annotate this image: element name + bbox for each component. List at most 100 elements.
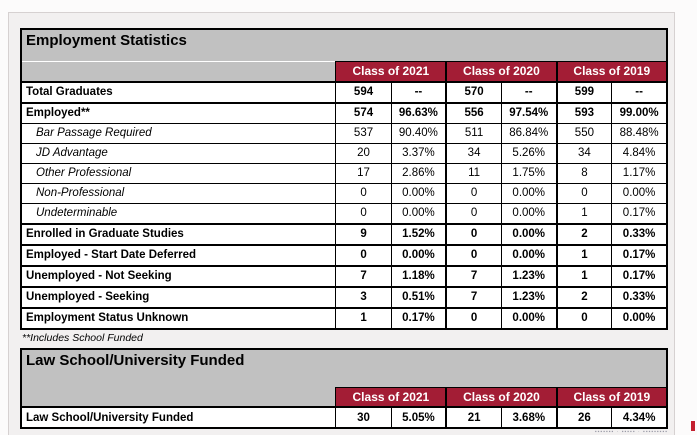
cell-count: 570 <box>445 80 502 103</box>
cell-percent: 5.05% <box>390 406 447 429</box>
cell-count: 17 <box>335 162 392 184</box>
row-label: Employment Status Unknown <box>20 306 337 329</box>
section-title-band: Law School/University Funded <box>20 348 668 387</box>
cell-percent: 0.33% <box>611 285 668 308</box>
document-panel: Employment Statistics Class of 2021 Clas… <box>8 12 675 435</box>
cell-percent: 0.00% <box>500 306 558 329</box>
cell-percent: 0.33% <box>611 222 668 245</box>
cell-count: 2 <box>555 285 613 308</box>
row-label: Other Professional <box>20 162 337 184</box>
cell-count: 3 <box>335 285 392 308</box>
cell-percent: 0.00% <box>500 202 558 224</box>
table-row-undeterminable: Undeterminable 0 0.00% 0 0.00% 1 0.17% <box>20 202 668 224</box>
table-row-employed: Employed** 574 96.63% 556 97.54% 593 99.… <box>20 101 668 124</box>
cell-percent: 86.84% <box>500 122 558 144</box>
cell-count: 1 <box>555 264 613 287</box>
cell-percent: 1.23% <box>500 285 558 308</box>
header-spacer-cell <box>20 61 337 83</box>
cell-count: 593 <box>555 101 613 124</box>
cell-percent: 0.51% <box>390 285 447 308</box>
col-header-class-of-2021: Class of 2021 <box>335 61 447 83</box>
cell-percent: 1.23% <box>500 264 558 287</box>
row-label: Employed - Start Date Deferred <box>20 243 337 266</box>
footnote: **Includes School Funded <box>22 331 143 344</box>
section-title-row: Law School/University Funded <box>20 348 668 387</box>
table-row-bar-passage-required: Bar Passage Required 537 90.40% 511 86.8… <box>20 122 668 144</box>
section-title-row: Employment Statistics <box>20 28 668 62</box>
cell-percent: -- <box>611 80 668 103</box>
cell-count: 0 <box>445 182 502 204</box>
cell-count: 11 <box>445 162 502 184</box>
cell-count: 9 <box>335 222 392 245</box>
row-label: Enrolled in Graduate Studies <box>20 222 337 245</box>
cell-count: 537 <box>335 122 392 144</box>
column-header-row: Class of 2021 Class of 2020 Class of 201… <box>20 61 668 83</box>
cell-count: 7 <box>445 285 502 308</box>
cell-percent: 0.00% <box>611 306 668 329</box>
cell-count: 0 <box>445 306 502 329</box>
cell-count: 0 <box>335 243 392 266</box>
row-label: Undeterminable <box>20 202 337 224</box>
cell-percent: 0.00% <box>390 182 447 204</box>
section-title: Employment Statistics <box>26 32 187 49</box>
cell-count: 0 <box>335 182 392 204</box>
col-header-class-of-2020: Class of 2020 <box>445 386 558 408</box>
cell-percent: 0.17% <box>611 202 668 224</box>
row-label: Unemployed - Seeking <box>20 285 337 308</box>
column-header-row: Class of 2021 Class of 2020 Class of 201… <box>20 386 668 408</box>
table-row-unemployed-seeking: Unemployed - Seeking 3 0.51% 7 1.23% 2 0… <box>20 285 668 308</box>
cell-count: 1 <box>555 243 613 266</box>
cell-percent: -- <box>390 80 447 103</box>
cell-percent: 1.75% <box>500 162 558 184</box>
cell-count: 30 <box>335 406 392 429</box>
cell-percent: 3.37% <box>390 142 447 164</box>
cell-count: 599 <box>555 80 613 103</box>
cell-count: 1 <box>335 306 392 329</box>
cell-count: 8 <box>555 162 613 184</box>
cell-count: 0 <box>445 243 502 266</box>
row-label: Employed** <box>20 101 337 124</box>
cell-percent: 4.84% <box>611 142 668 164</box>
cell-count: 21 <box>445 406 502 429</box>
cell-percent: 4.34% <box>611 406 668 429</box>
cell-percent: 1.17% <box>611 162 668 184</box>
cell-count: 511 <box>445 122 502 144</box>
row-label: Unemployed - Not Seeking <box>20 264 337 287</box>
cell-count: 26 <box>555 406 613 429</box>
header-spacer-cell <box>20 387 337 408</box>
cell-count: 0 <box>555 306 613 329</box>
table-row-jd-advantage: JD Advantage 20 3.37% 34 5.26% 34 4.84% <box>20 142 668 164</box>
col-header-class-of-2019: Class of 2019 <box>555 61 668 83</box>
cell-count: 0 <box>555 182 613 204</box>
cell-count: 34 <box>555 142 613 164</box>
cell-count: 1 <box>555 202 613 224</box>
section-title-band: Employment Statistics <box>20 28 668 62</box>
cell-percent: 2.86% <box>390 162 447 184</box>
cell-count: 594 <box>335 80 392 103</box>
cell-count: 0 <box>445 222 502 245</box>
table-row-unemployed-not-seeking: Unemployed - Not Seeking 7 1.18% 7 1.23%… <box>20 264 668 287</box>
row-label: JD Advantage <box>20 142 337 164</box>
table-row-employment-status-unknown: Employment Status Unknown 1 0.17% 0 0.00… <box>20 306 668 329</box>
cell-percent: 0.00% <box>500 222 558 245</box>
cell-percent: -- <box>500 80 558 103</box>
row-label: Non-Professional <box>20 182 337 204</box>
watermark-text: ▪▪▪▪▪▪▪ · ▪▪▪▪▪ · ▪▪▪▪▪▪▪▪▪ <box>594 429 668 435</box>
cell-percent: 1.52% <box>390 222 447 245</box>
cell-percent: 99.00% <box>611 101 668 124</box>
cell-percent: 0.00% <box>390 202 447 224</box>
col-header-class-of-2021: Class of 2021 <box>335 386 447 408</box>
cell-percent: 0.17% <box>611 243 668 266</box>
col-header-class-of-2019: Class of 2019 <box>555 386 668 408</box>
law-school-funded-table: Law School/University Funded Class of 20… <box>20 347 668 429</box>
cell-percent: 0.17% <box>390 306 447 329</box>
cell-percent: 0.00% <box>611 182 668 204</box>
cell-count: 20 <box>335 142 392 164</box>
cell-count: 0 <box>445 202 502 224</box>
cell-count: 7 <box>445 264 502 287</box>
cell-percent: 96.63% <box>390 101 447 124</box>
row-label: Total Graduates <box>20 80 337 103</box>
cell-count: 550 <box>555 122 613 144</box>
table-row-law-school-funded: Law School/University Funded 30 5.05% 21… <box>20 406 668 429</box>
col-header-class-of-2020: Class of 2020 <box>445 61 558 83</box>
